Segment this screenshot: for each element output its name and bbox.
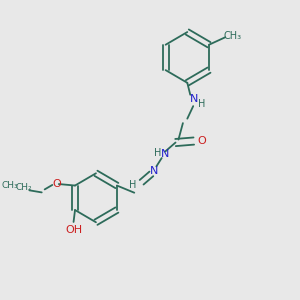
Text: H: H bbox=[128, 180, 136, 190]
Text: H: H bbox=[198, 99, 205, 109]
Text: N: N bbox=[160, 149, 169, 160]
Text: CH₃: CH₃ bbox=[223, 31, 242, 41]
Text: OH: OH bbox=[65, 225, 82, 235]
Text: H: H bbox=[154, 148, 161, 158]
Text: O: O bbox=[198, 136, 206, 146]
Text: CH₂: CH₂ bbox=[15, 183, 32, 192]
Text: N: N bbox=[190, 94, 198, 104]
Text: N: N bbox=[149, 166, 158, 176]
Text: CH₃: CH₃ bbox=[2, 181, 19, 190]
Text: O: O bbox=[52, 179, 61, 189]
